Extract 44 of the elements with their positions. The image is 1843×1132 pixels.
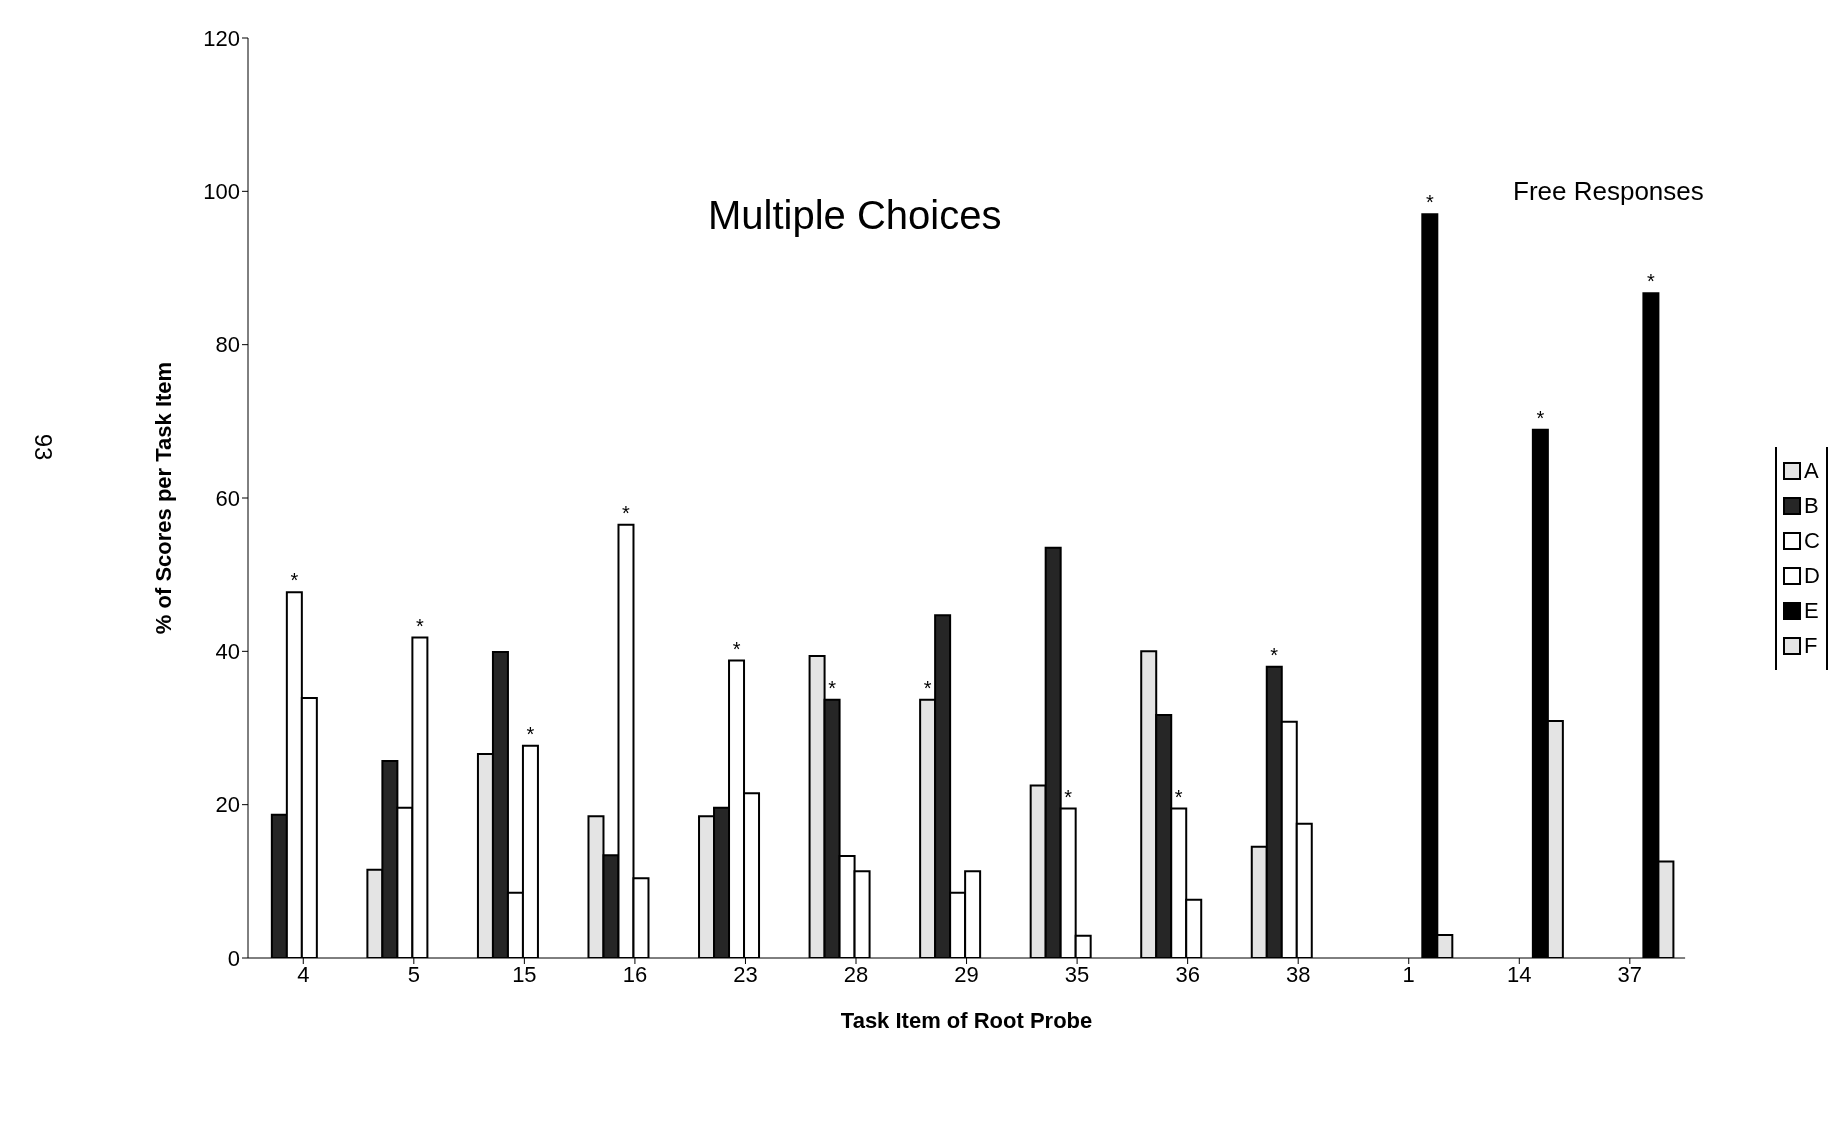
legend-label: B [1804,492,1819,519]
data-label: * [622,501,631,524]
text: 93 [29,433,58,461]
data-label: * [1425,191,1434,214]
x-tick-label: 38 [1285,961,1311,987]
x-tick-label: 37 [1617,961,1643,987]
y-tick-label: 0 [227,945,240,971]
x-tick-label: 4 [297,961,310,987]
legend-label: E [1804,597,1819,624]
legend-label: F [1804,632,1818,659]
x-tick-label: 23 [733,961,758,987]
data-label: * [1064,785,1073,808]
y-tick-label: 60 [215,485,240,511]
x-tick-label: 14 [1507,961,1532,987]
data-label: * [526,722,535,745]
x-tick-label: 35 [1064,961,1090,987]
y-tick-label: 80 [215,332,240,358]
data-label: * [290,569,299,592]
annotation: Multiple Choices [708,193,1002,238]
data-label: * [1270,643,1279,666]
y-tick-label: 100 [203,179,240,205]
data-label: * [415,614,424,637]
y-axis-title: % of Scores per Task Item [150,361,176,635]
x-tick-label: 29 [954,961,979,987]
x-tick-label: 28 [843,961,869,987]
legend-label: A [1804,457,1819,484]
y-tick-label: 40 [215,639,240,665]
x-tick-label: 16 [622,961,648,987]
y-tick-label: 120 [203,25,240,51]
y-tick-label: 20 [215,792,240,818]
data-label: * [828,676,837,699]
x-tick-label: 1 [1402,961,1415,987]
data-label: * [1536,406,1545,429]
data-label: * [1647,270,1656,293]
legend-label: D [1804,562,1820,589]
x-tick-label: 15 [512,961,537,987]
x-axis-title: Task Item of Root Probe [840,1008,1093,1033]
data-label: * [923,676,932,699]
x-tick-label: 5 [407,961,420,987]
data-label: * [732,637,741,660]
annotation: Free Responses [1513,176,1704,207]
data-label: * [1174,785,1183,808]
legend-label: C [1804,527,1820,554]
x-tick-label: 36 [1175,961,1200,987]
